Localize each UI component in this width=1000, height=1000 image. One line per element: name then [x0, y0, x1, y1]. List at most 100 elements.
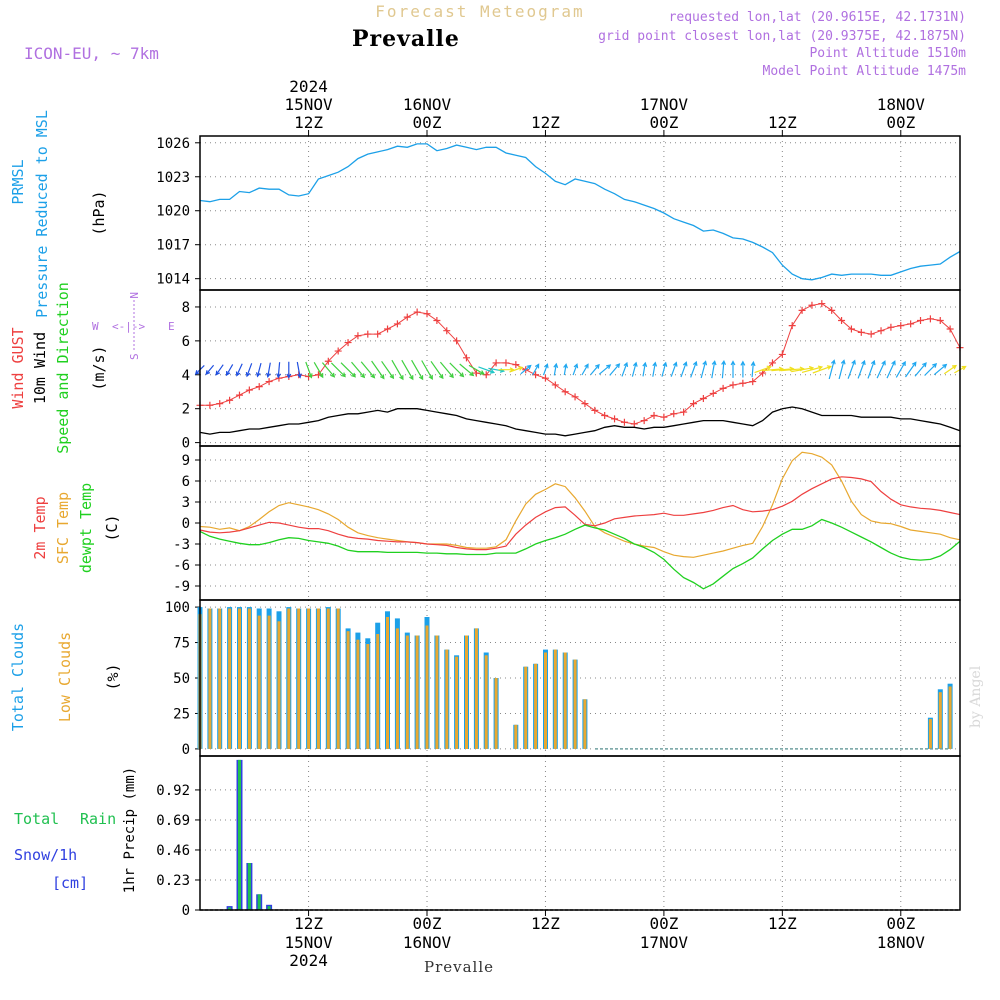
wind-arrow: [449, 362, 465, 378]
low-cloud-bar: [386, 617, 389, 749]
wind-arrow: [381, 360, 395, 380]
compass-center: <-|->: [112, 320, 145, 333]
wind-arrow: [609, 363, 621, 376]
bottom-time-label: 12Z: [294, 914, 323, 933]
compass-e: E: [168, 320, 175, 333]
gust-marker: [334, 347, 342, 355]
low-cloud-bar: [277, 621, 281, 749]
gust-marker: [709, 389, 717, 397]
wind-arrow: [553, 362, 559, 376]
wind-arrow: [225, 364, 234, 377]
wind-arrow: [621, 361, 629, 377]
wind-arrow: [721, 359, 727, 379]
wind-label-gust: Wind GUST: [9, 327, 27, 408]
gust-marker: [788, 322, 796, 330]
pressure-panel-frame: [199, 135, 961, 291]
gust-marker: [433, 317, 441, 325]
clouds-ytick-label: 75: [173, 636, 190, 652]
gust-marker: [719, 384, 727, 392]
gust-marker: [324, 357, 332, 365]
low-cloud-bar: [583, 699, 587, 749]
gust-marker: [344, 339, 352, 347]
wind-panel-frame: [199, 289, 961, 447]
gust-marker: [620, 418, 628, 426]
bottom-time-label: 00Z: [649, 914, 678, 933]
precip-label-total: Total: [14, 810, 59, 828]
low-cloud-bar: [257, 615, 261, 749]
wind-arrow: [690, 360, 698, 378]
wind-arrow: [330, 362, 346, 378]
pressure-label-desc: Pressure Reduced to MSL: [33, 110, 51, 318]
gust-marker: [630, 420, 638, 428]
wind-ytick-label: 6: [182, 334, 190, 350]
low-cloud-bar: [307, 608, 311, 749]
low-cloud-bar: [435, 635, 439, 749]
pressure-label-prmsl: PRMSL: [9, 159, 27, 204]
gust-marker: [798, 306, 806, 314]
wind-arrow: [943, 364, 958, 375]
temp-label-dewpt: dewpt Temp: [77, 483, 95, 573]
gust-marker: [364, 330, 372, 338]
wind-arrow: [411, 359, 424, 381]
gust-marker: [374, 330, 382, 338]
low-cloud-bar: [336, 608, 340, 749]
low-cloud-bar: [267, 615, 271, 749]
wind-label-unit: (m/s): [90, 345, 108, 390]
wind-arrow: [581, 363, 589, 376]
gust-marker: [255, 383, 263, 391]
compass-w: W: [92, 320, 99, 333]
wind-arrow: [933, 363, 948, 376]
wind-arrow: [590, 363, 600, 375]
low-cloud-bar: [395, 628, 399, 749]
gust-marker: [453, 337, 461, 345]
footer-location: Prevalle: [424, 958, 495, 976]
model-point-altitude: Model Point Altitude 1475m: [762, 64, 967, 79]
gust-marker: [917, 317, 925, 325]
low-cloud-bar: [563, 652, 567, 749]
precip-label-cm: [cm]: [52, 874, 88, 892]
low-cloud-bar: [514, 724, 518, 749]
wind-arrow: [631, 361, 638, 377]
low-cloud-bar: [415, 635, 419, 749]
low-cloud-bar: [297, 608, 301, 749]
low-cloud-bar: [208, 608, 212, 749]
rain-bar: [238, 759, 241, 910]
cloud-label-low: Low Clouds: [56, 632, 74, 722]
pressure-ytick-label: 1026: [156, 136, 190, 152]
gust-marker: [541, 374, 549, 382]
gust-marker: [384, 325, 392, 333]
gust-marker: [551, 381, 559, 389]
gust-marker: [235, 391, 243, 399]
gust-marker: [867, 330, 875, 338]
wind-arrow: [509, 366, 524, 373]
bottom-year-label: 2024: [289, 951, 328, 970]
low-cloud-bar: [356, 639, 360, 749]
wind-arrow: [572, 363, 579, 376]
wind-arrow: [459, 363, 475, 377]
wind-arrow: [857, 359, 866, 379]
gust-marker: [828, 306, 836, 314]
gust-marker: [393, 320, 401, 328]
gust-marker: [611, 415, 619, 423]
gust-marker: [729, 381, 737, 389]
temperature-ytick-label: 0: [182, 516, 190, 532]
wind-arrow: [652, 361, 658, 377]
gust-marker: [907, 320, 915, 328]
pressure-line: [199, 143, 961, 281]
gust-marker: [897, 322, 905, 330]
wind-arrow: [340, 362, 356, 378]
wind-arrow: [812, 365, 832, 374]
wind-arrow: [360, 361, 376, 379]
wind-arrow: [754, 365, 772, 374]
wind-arrow: [276, 362, 282, 379]
gust-marker: [650, 411, 658, 419]
gust-marker: [936, 317, 944, 325]
wind-arrow: [371, 360, 385, 380]
low-cloud-bar: [218, 608, 222, 749]
gust-marker: [561, 388, 569, 396]
top-date-label: 17NOV: [640, 95, 689, 114]
precip-ytick-label: 0: [182, 903, 190, 919]
gust-marker: [413, 308, 421, 316]
precip-ytick-label: 0.46: [156, 843, 190, 859]
gust-marker: [778, 350, 786, 358]
